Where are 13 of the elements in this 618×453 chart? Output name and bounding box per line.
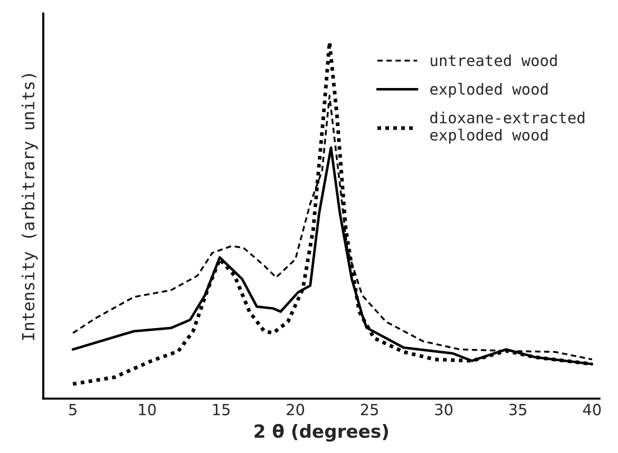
legend-label: dioxane-extracted exploded wood <box>430 112 584 144</box>
x-axis-title: 2 θ (degrees) <box>254 424 388 442</box>
legend-label: untreated wood <box>430 54 557 66</box>
x-tick-label: 40 <box>583 404 601 416</box>
x-tick-label: 15 <box>213 404 230 416</box>
y-axis-title: Intensity (arbitrary units) <box>22 74 38 340</box>
x-tick-label: 20 <box>286 404 304 416</box>
legend-label: exploded wood <box>430 82 548 98</box>
x-tick-label: 25 <box>360 404 378 416</box>
x-tick-label: 35 <box>509 404 526 416</box>
x-tick-label: 10 <box>139 404 156 416</box>
x-tick-label: 5 <box>69 404 76 416</box>
x-tick-label: 30 <box>435 404 452 416</box>
